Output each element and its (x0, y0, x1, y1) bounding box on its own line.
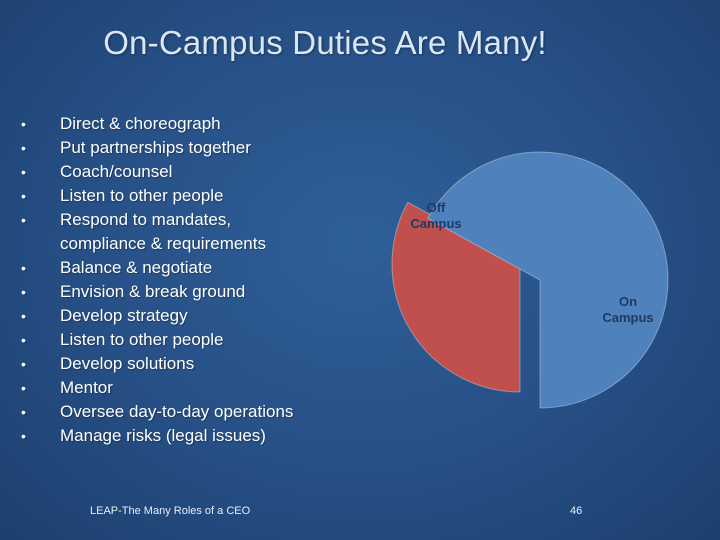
bullet-text: Mentor (60, 378, 113, 397)
bullet-text: Manage risks (legal issues) (60, 426, 266, 445)
bullet-icon: • (21, 140, 26, 156)
bullet-icon: • (21, 260, 26, 276)
bullet-item: • Listen to other people (18, 184, 378, 208)
bullet-continuation: compliance & requirements (18, 232, 378, 256)
pie-chart: Off Campus On Campus (391, 151, 669, 409)
bullet-text: Coach/counsel (60, 162, 173, 181)
bullet-text: Balance & negotiate (60, 258, 213, 277)
pie-label-off-campus: Off Campus (410, 200, 461, 231)
bullet-item: • Listen to other people (18, 328, 378, 352)
bullet-list: • Direct & choreograph • Put partnerships … (18, 112, 378, 448)
bullet-item: • Develop strategy (18, 304, 378, 328)
bullet-icon: • (21, 164, 26, 180)
bullet-item: • Balance & negotiate (18, 256, 378, 280)
footer-text: LEAP-The Many Roles of a CEO (90, 505, 251, 517)
bullet-item: • Manage risks (legal issues) (18, 424, 378, 448)
bullet-item: • Put partnerships together (18, 136, 378, 160)
page-number: 46 (570, 505, 583, 517)
bullet-item: • Respond to mandates, (18, 208, 378, 232)
pie-slice-on-campus (427, 151, 669, 409)
bullet-item: • Coach/counsel (18, 160, 378, 184)
bullet-text: compliance & requirements (60, 234, 266, 253)
bullet-text: Listen to other people (60, 330, 224, 349)
bullet-item: • Direct & choreograph (18, 112, 378, 136)
bullet-icon: • (21, 116, 26, 132)
bullet-text: Oversee day-to-day operations (60, 402, 294, 421)
bullet-text: Put partnerships together (60, 138, 251, 157)
bullet-item: • Develop solutions (18, 352, 378, 376)
bullet-icon: • (21, 380, 26, 396)
pie-label-on-campus: On Campus (602, 294, 653, 325)
bullet-text: Listen to other people (60, 186, 224, 205)
bullet-text: Develop solutions (60, 354, 195, 373)
slide-title: On-Campus Duties Are Many! (103, 24, 547, 61)
bullet-icon: • (21, 404, 26, 420)
bullet-item: • Oversee day-to-day operations (18, 400, 378, 424)
bullet-icon: • (21, 188, 26, 204)
bullet-text: Envision & break ground (60, 282, 246, 301)
bullet-icon: • (21, 308, 26, 324)
bullet-icon: • (21, 428, 26, 444)
bullet-text: Develop strategy (60, 306, 188, 325)
bullet-icon: • (21, 356, 26, 372)
bullet-item: • Mentor (18, 376, 378, 400)
bullet-icon: • (21, 332, 26, 348)
bullet-icon: • (21, 284, 26, 300)
bullet-icon: • (21, 212, 26, 228)
bullet-text: Direct & choreograph (60, 114, 221, 133)
bullet-item: • Envision & break ground (18, 280, 378, 304)
bullet-text: Respond to mandates, (60, 210, 232, 229)
